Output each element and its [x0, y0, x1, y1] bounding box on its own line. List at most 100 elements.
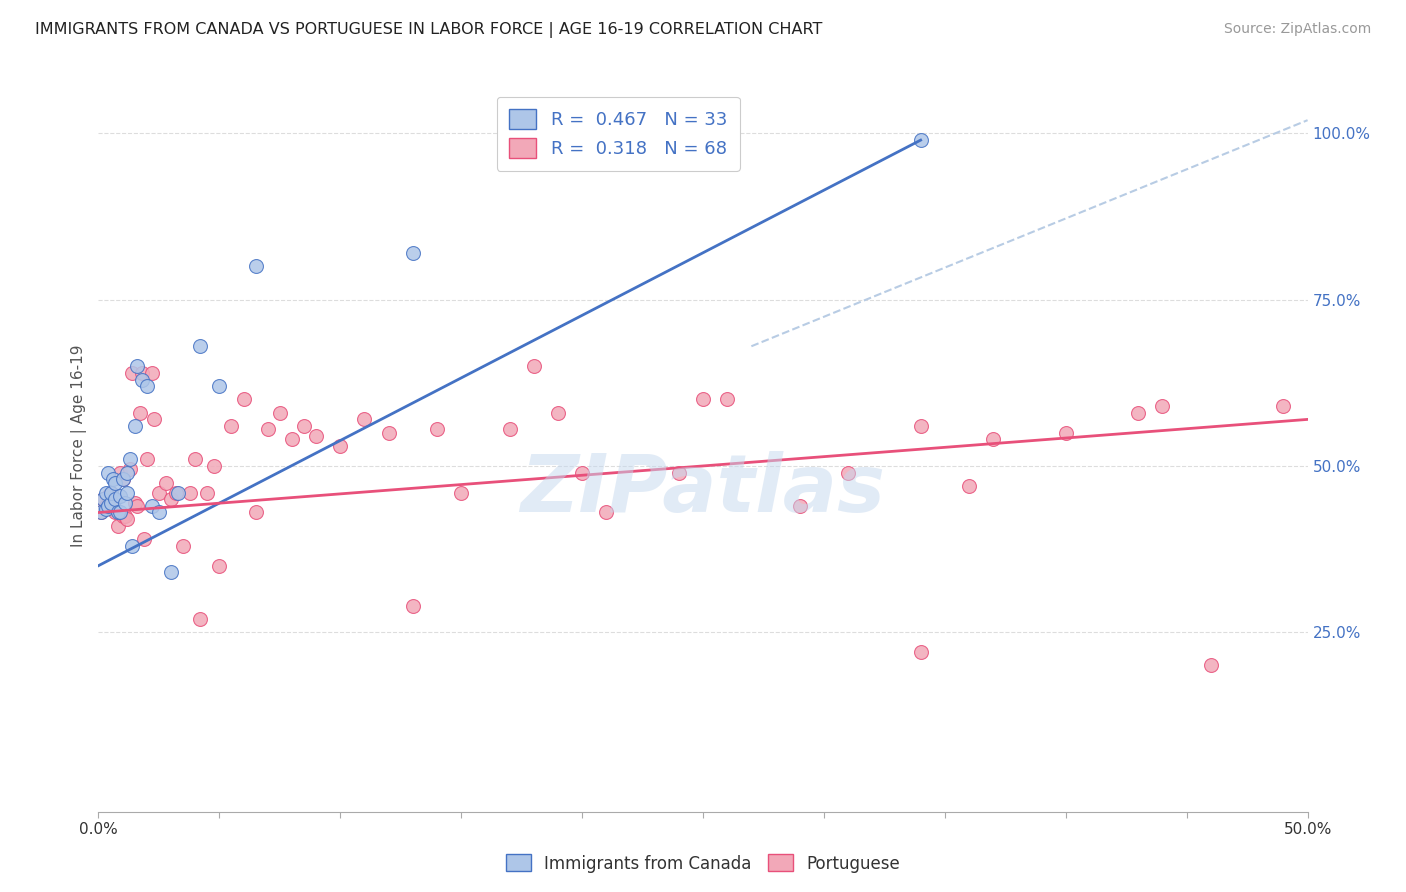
- Point: [221, 419, 243, 434]
- Point: [208, 558, 231, 573]
- Point: [117, 485, 139, 500]
- Point: [117, 466, 139, 480]
- Point: [160, 566, 183, 580]
- Point: [114, 495, 136, 509]
- Point: [184, 452, 207, 467]
- Point: [94, 502, 117, 516]
- Point: [1272, 399, 1295, 413]
- Point: [523, 359, 546, 374]
- Point: [101, 502, 124, 516]
- Point: [204, 458, 226, 473]
- Point: [981, 433, 1004, 447]
- Point: [1199, 658, 1222, 673]
- Point: [141, 499, 163, 513]
- Point: [172, 539, 194, 553]
- Point: [118, 462, 141, 476]
- Point: [595, 506, 617, 520]
- Point: [910, 645, 932, 659]
- Point: [426, 422, 449, 436]
- Point: [232, 392, 254, 407]
- Point: [134, 532, 156, 546]
- Point: [114, 508, 136, 523]
- Point: [108, 489, 131, 503]
- Point: [97, 466, 120, 480]
- Point: [269, 406, 291, 420]
- Point: [94, 485, 117, 500]
- Point: [127, 499, 149, 513]
- Point: [910, 419, 932, 434]
- Point: [292, 419, 315, 434]
- Point: [148, 506, 170, 520]
- Point: [127, 359, 149, 374]
- Point: [117, 512, 139, 526]
- Point: [692, 392, 714, 407]
- Point: [402, 599, 425, 613]
- Point: [101, 472, 124, 486]
- Point: [131, 372, 153, 386]
- Point: [118, 452, 141, 467]
- Y-axis label: In Labor Force | Age 16-19: In Labor Force | Age 16-19: [72, 344, 87, 548]
- Point: [188, 612, 211, 626]
- Point: [165, 485, 187, 500]
- Point: [716, 392, 738, 407]
- Point: [571, 466, 593, 480]
- Point: [97, 499, 120, 513]
- Point: [148, 485, 170, 500]
- Point: [135, 379, 157, 393]
- Point: [100, 495, 122, 509]
- Point: [329, 439, 352, 453]
- Point: [135, 452, 157, 467]
- Point: [91, 492, 114, 507]
- Point: [100, 485, 122, 500]
- Point: [281, 433, 304, 447]
- Point: [111, 472, 134, 486]
- Point: [104, 492, 127, 507]
- Point: [111, 472, 134, 486]
- Point: [377, 425, 399, 440]
- Point: [195, 485, 218, 500]
- Point: [121, 539, 143, 553]
- Point: [160, 492, 183, 507]
- Point: [957, 479, 980, 493]
- Point: [91, 492, 114, 507]
- Point: [111, 508, 134, 523]
- Point: [208, 379, 231, 393]
- Point: [498, 422, 520, 436]
- Point: [188, 339, 211, 353]
- Point: [245, 506, 267, 520]
- Point: [104, 506, 127, 520]
- Point: [256, 422, 278, 436]
- Point: [450, 485, 472, 500]
- Point: [108, 506, 131, 520]
- Point: [837, 466, 859, 480]
- Point: [179, 485, 201, 500]
- Point: [789, 499, 811, 513]
- Point: [353, 412, 375, 426]
- Point: [90, 506, 112, 520]
- Point: [245, 260, 267, 274]
- Point: [94, 499, 117, 513]
- Point: [910, 133, 932, 147]
- Text: IMMIGRANTS FROM CANADA VS PORTUGUESE IN LABOR FORCE | AGE 16-19 CORRELATION CHAR: IMMIGRANTS FROM CANADA VS PORTUGUESE IN …: [35, 22, 823, 38]
- Point: [100, 485, 122, 500]
- Point: [668, 466, 690, 480]
- Point: [107, 506, 129, 520]
- Point: [155, 475, 177, 490]
- Point: [108, 466, 131, 480]
- Legend: Immigrants from Canada, Portuguese: Immigrants from Canada, Portuguese: [499, 847, 907, 880]
- Text: ZIPatlas: ZIPatlas: [520, 450, 886, 529]
- Point: [167, 485, 190, 500]
- Point: [131, 366, 153, 380]
- Point: [1128, 406, 1150, 420]
- Point: [402, 246, 425, 260]
- Text: Source: ZipAtlas.com: Source: ZipAtlas.com: [1223, 22, 1371, 37]
- Legend: R =  0.467   N = 33, R =  0.318   N = 68: R = 0.467 N = 33, R = 0.318 N = 68: [496, 96, 740, 170]
- Point: [1152, 399, 1174, 413]
- Point: [547, 406, 569, 420]
- Point: [107, 518, 129, 533]
- Point: [104, 475, 127, 490]
- Point: [1054, 425, 1077, 440]
- Point: [124, 419, 146, 434]
- Point: [141, 366, 163, 380]
- Point: [124, 495, 146, 509]
